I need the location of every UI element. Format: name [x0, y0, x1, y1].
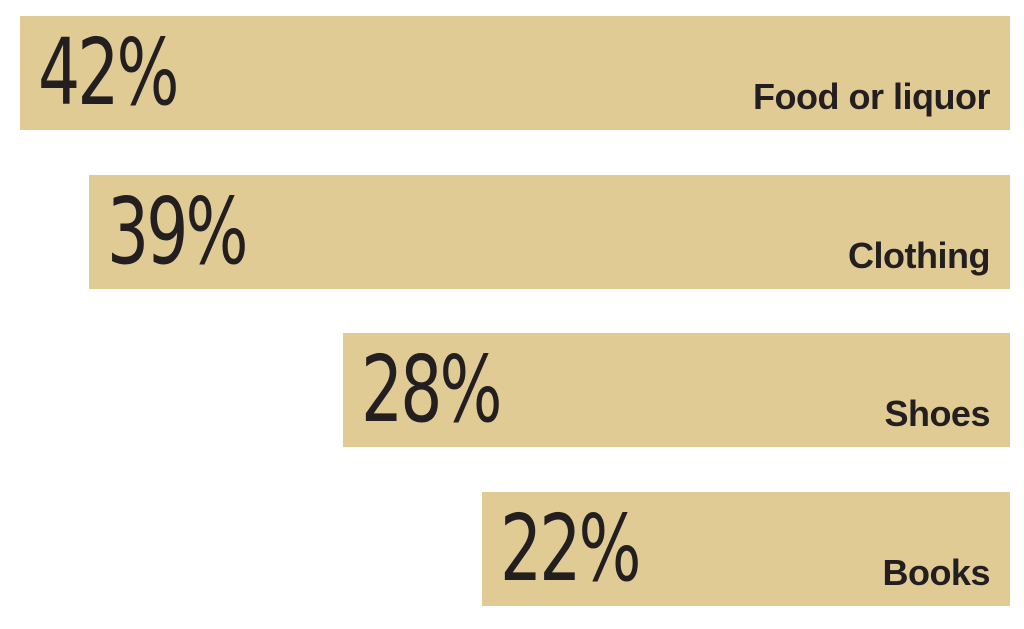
bar-value-label: 39%	[107, 177, 248, 285]
bar-value-label: 22%	[499, 494, 641, 602]
bar-food-or-liquor: 42% Food or liquor	[19, 16, 1010, 130]
bar-category-label: Clothing	[848, 234, 990, 276]
bar-value-label: 42%	[37, 19, 179, 126]
bar-category-label: Shoes	[884, 393, 990, 434]
bar-category-label: Food or liquor	[753, 76, 990, 117]
bar-shoes: 28% Shoes	[343, 333, 1010, 447]
bar-clothing: 39% Clothing	[89, 174, 1010, 289]
bar-value-label: 28%	[361, 336, 502, 443]
bar-category-label: Books	[882, 551, 990, 593]
bar-books: 22% Books	[481, 491, 1010, 606]
